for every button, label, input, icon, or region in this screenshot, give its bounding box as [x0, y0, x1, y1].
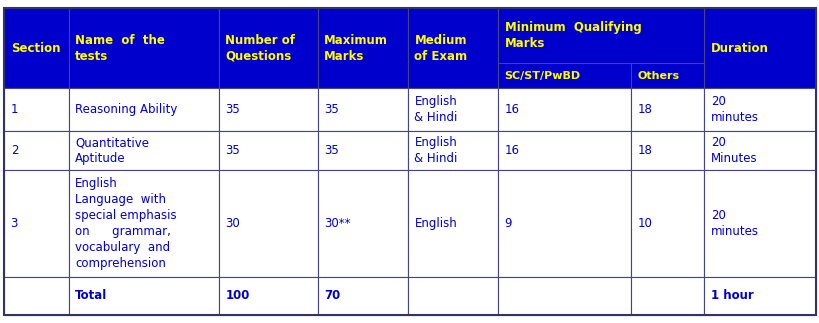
Text: Others: Others [637, 71, 679, 81]
Text: 3: 3 [11, 217, 18, 230]
Bar [407, 170, 497, 276]
Text: 16: 16 [504, 144, 519, 157]
Bar [497, 170, 631, 276]
Bar [219, 8, 317, 88]
Text: Quantitative
Aptitude: Quantitative Aptitude [75, 136, 149, 165]
Text: 18: 18 [637, 144, 652, 157]
Bar [69, 88, 219, 131]
Bar [407, 276, 497, 315]
Bar [704, 170, 815, 276]
Bar [497, 8, 704, 88]
Bar [4, 276, 69, 315]
Text: Section: Section [11, 42, 60, 55]
Text: 9: 9 [504, 217, 512, 230]
Text: Duration: Duration [710, 42, 767, 55]
Text: SC/ST/PwBD: SC/ST/PwBD [504, 71, 580, 81]
Text: Total: Total [75, 289, 107, 302]
Bar [219, 131, 317, 170]
Bar [4, 131, 69, 170]
Text: Number of
Questions: Number of Questions [225, 34, 295, 63]
Text: Minimum  Qualifying
Marks: Minimum Qualifying Marks [504, 21, 640, 50]
Bar [69, 8, 219, 88]
Bar [704, 276, 815, 315]
Bar [69, 170, 219, 276]
Bar [497, 276, 631, 315]
Bar [4, 170, 69, 276]
Bar [69, 131, 219, 170]
Text: 20
minutes: 20 minutes [710, 209, 758, 238]
Text: 30: 30 [225, 217, 240, 230]
Bar [317, 131, 407, 170]
Text: Reasoning Ability: Reasoning Ability [75, 103, 177, 116]
Bar [317, 88, 407, 131]
Bar [219, 88, 317, 131]
Bar [497, 131, 631, 170]
Bar [69, 276, 219, 315]
Bar [219, 170, 317, 276]
Bar [407, 88, 497, 131]
Text: English: English [414, 217, 457, 230]
Bar [631, 88, 704, 131]
Bar [219, 276, 317, 315]
Text: 35: 35 [225, 103, 240, 116]
Bar [497, 88, 631, 131]
Text: 35: 35 [324, 103, 338, 116]
Bar [4, 88, 69, 131]
Text: 16: 16 [504, 103, 519, 116]
Text: 20
minutes: 20 minutes [710, 95, 758, 124]
Bar [704, 8, 815, 88]
Text: 20
Minutes: 20 Minutes [710, 136, 757, 165]
Text: English
Language  with
special emphasis
on      grammar,
vocabulary  and
compreh: English Language with special emphasis o… [75, 177, 177, 270]
Text: English
& Hindi: English & Hindi [414, 95, 457, 124]
Bar [704, 131, 815, 170]
Text: 10: 10 [637, 217, 652, 230]
Bar [317, 170, 407, 276]
Bar [631, 276, 704, 315]
Bar [631, 131, 704, 170]
Text: Medium
of Exam: Medium of Exam [414, 34, 467, 63]
Text: 1: 1 [11, 103, 18, 116]
Bar [704, 88, 815, 131]
Bar [631, 170, 704, 276]
Bar [317, 276, 407, 315]
Text: Maximum
Marks: Maximum Marks [324, 34, 387, 63]
Text: 100: 100 [225, 289, 250, 302]
Text: 30**: 30** [324, 217, 351, 230]
Text: 1 hour: 1 hour [710, 289, 753, 302]
Text: 18: 18 [637, 103, 652, 116]
Text: English
& Hindi: English & Hindi [414, 136, 457, 165]
Bar [4, 8, 69, 88]
Bar [317, 8, 407, 88]
Text: Name  of  the
tests: Name of the tests [75, 34, 165, 63]
Bar [407, 8, 497, 88]
Text: 35: 35 [225, 144, 240, 157]
Bar [407, 131, 497, 170]
Text: 2: 2 [11, 144, 18, 157]
Text: 70: 70 [324, 289, 340, 302]
Text: 35: 35 [324, 144, 338, 157]
